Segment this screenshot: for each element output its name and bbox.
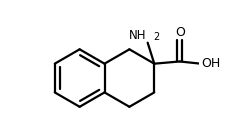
Text: NH: NH (128, 29, 146, 42)
Text: O: O (174, 26, 184, 39)
Text: 2: 2 (153, 32, 159, 42)
Text: OH: OH (200, 57, 220, 70)
